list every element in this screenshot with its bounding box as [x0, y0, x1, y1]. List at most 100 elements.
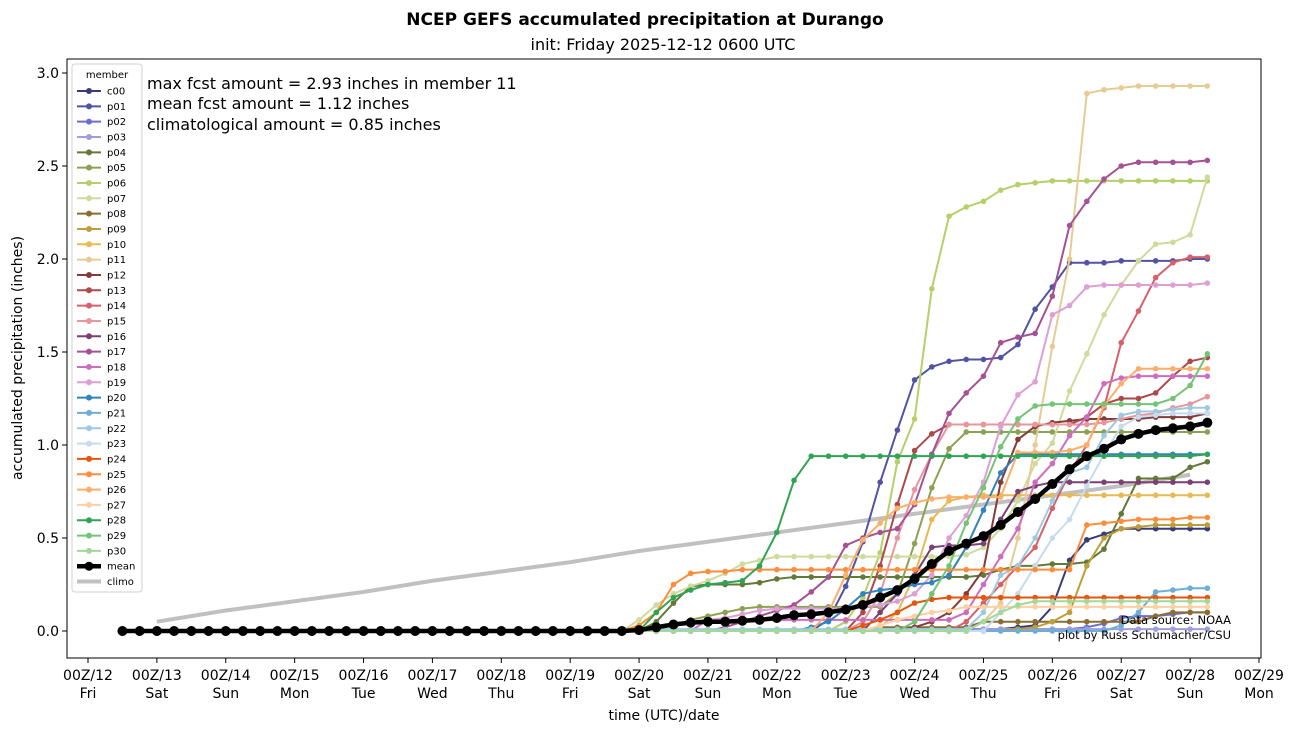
point-p30 [946, 628, 952, 634]
point-p08 [997, 618, 1004, 625]
point-p24 [929, 596, 935, 603]
point-p25 [1170, 516, 1176, 523]
legend-label: p09 [107, 224, 126, 235]
point-p16 [1187, 479, 1193, 486]
x-tick-day: Sat [145, 686, 168, 702]
legend-label: p18 [107, 362, 126, 373]
point-p18 [842, 617, 849, 623]
point-p26 [1135, 365, 1142, 372]
point-p07 [1101, 312, 1107, 318]
point-p11 [1204, 83, 1211, 89]
point-mean [995, 519, 1006, 530]
credit-source: Data source: NOAA [1121, 613, 1231, 627]
legend-label: mean [107, 562, 135, 573]
legend-marker [86, 103, 92, 110]
legend-marker [86, 471, 92, 478]
x-tick-label: 00Z/13 [132, 668, 182, 684]
annotation-climo: climatological amount = 0.85 inches [147, 115, 441, 134]
point-mean [341, 626, 352, 636]
point-p27 [1083, 604, 1090, 610]
y-tick-label: 1.5 [37, 345, 59, 361]
point-p04 [756, 579, 763, 586]
point-p25 [980, 566, 987, 573]
point-p21 [1187, 585, 1193, 592]
point-mean [410, 626, 421, 636]
point-p26 [946, 494, 952, 500]
point-p20 [825, 618, 832, 625]
point-p21 [1118, 622, 1125, 629]
series-p26-line [122, 367, 1208, 632]
point-p26 [1118, 380, 1125, 387]
point-p25 [963, 566, 970, 573]
point-p11 [1170, 83, 1176, 89]
point-p14 [963, 618, 970, 625]
point-p29 [1152, 401, 1159, 407]
legend-label: p02 [107, 117, 126, 128]
point-p15 [1032, 421, 1038, 428]
point-p08 [1101, 618, 1107, 625]
point-p07 [808, 553, 815, 560]
point-p07 [894, 553, 901, 560]
point-p16 [980, 540, 987, 547]
legend-item-p21: p21 [77, 408, 126, 419]
point-p30 [1135, 598, 1142, 605]
point-p25 [1049, 566, 1056, 573]
x-tick-day: Tue [833, 686, 858, 702]
point-p29 [1015, 416, 1021, 422]
point-p06 [1032, 179, 1038, 186]
x-tick-label: 00Z/16 [339, 668, 389, 684]
legend-marker [86, 409, 92, 416]
x-tick-label: 00Z/14 [201, 668, 251, 684]
point-p30 [808, 628, 815, 634]
plot-frame [66, 58, 1262, 659]
point-p15 [1204, 393, 1211, 400]
point-p06 [1135, 178, 1142, 184]
point-mean [737, 615, 748, 626]
point-p15 [1101, 419, 1107, 426]
point-p30 [842, 628, 849, 634]
point-p16 [1066, 479, 1073, 486]
point-p26 [1152, 365, 1159, 372]
x-tick-label: 00Z/26 [1027, 668, 1077, 684]
point-p30 [1066, 598, 1073, 605]
point-p28 [1015, 453, 1021, 459]
point-p25 [670, 581, 677, 588]
point-p10 [1118, 492, 1125, 499]
point-p27 [1032, 604, 1038, 610]
x-tick-day: Thu [487, 686, 514, 702]
point-mean [892, 585, 903, 596]
point-p14 [1118, 339, 1125, 346]
point-p09 [1083, 563, 1090, 569]
legend-item-p04: p04 [77, 148, 126, 159]
point-p04 [894, 574, 901, 580]
series-c00-line [122, 527, 1208, 632]
point-p07 [1187, 232, 1193, 238]
point-mean [203, 626, 214, 636]
point-p01 [1032, 306, 1038, 313]
point-p29 [997, 444, 1004, 450]
point-mean [479, 626, 490, 636]
series-p16-line [122, 481, 1208, 632]
point-p30 [997, 609, 1004, 616]
chart-subtitle: init: Friday 2025-12-12 0600 UTC [531, 35, 796, 54]
legend-label: p25 [107, 470, 126, 481]
point-mean [857, 599, 868, 610]
point-p06 [1083, 178, 1090, 184]
point-p20 [980, 507, 987, 513]
point-p08 [1152, 613, 1159, 619]
point-p10 [1204, 492, 1211, 499]
point-p30 [1083, 598, 1090, 605]
point-p11 [1083, 90, 1090, 97]
point-p13 [1152, 390, 1159, 396]
point-p25 [1135, 516, 1142, 523]
point-p17 [1032, 330, 1038, 337]
x-axis: 00Z/12 Fri 00Z/13 Sat 00Z/14 Sun 00Z/15 Mon 00Z/… [63, 658, 1284, 702]
point-p07 [636, 617, 642, 623]
legend-item-mean: mean [77, 561, 135, 573]
point-p20 [860, 591, 866, 597]
point-mean [496, 626, 507, 636]
point-p11 [1152, 83, 1159, 89]
point-p25 [1015, 566, 1021, 573]
point-p05 [739, 605, 746, 612]
